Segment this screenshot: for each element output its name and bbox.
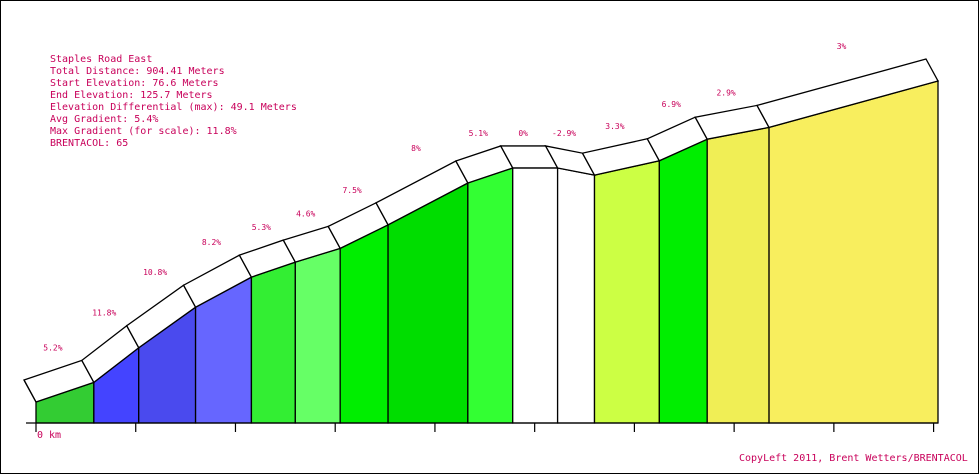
gradient-labels: 5.2% 11.8% 10.8% 8.2% 5.3% 4.6% 7.5% 8% 5.1% 0% -2… [43, 42, 846, 352]
gradient-label: 3% [837, 42, 847, 51]
gradient-label: 5.1% [469, 129, 488, 138]
segment-fill [768, 80, 939, 424]
gradient-label: 8.2% [202, 238, 221, 247]
gradient-label: 6.9% [662, 100, 681, 109]
avg-gradient: Avg Gradient: 5.4% [50, 114, 158, 125]
segment-fill [556, 167, 596, 424]
gradient-label: 11.8% [92, 309, 116, 318]
gradient-label: 10.8% [143, 268, 167, 277]
segment-fill [593, 159, 660, 424]
gradient-label: 3.3% [605, 122, 624, 131]
segment-fill [512, 167, 559, 424]
segment-fill [339, 223, 389, 424]
gradient-label: 2.9% [716, 88, 735, 97]
start-elevation: Start Elevation: 76.6 Meters [50, 78, 219, 89]
x-axis-ticks [35, 423, 935, 432]
x-tick-label-start: 0 km [37, 430, 61, 441]
ribbon-segment [756, 58, 939, 129]
gradient-label: 4.6% [296, 209, 315, 218]
segment-fill [250, 261, 296, 424]
info-block: Staples Road East Total Distance: 904.41… [50, 54, 297, 149]
elevation-differential: Elevation Differential (max): 49.1 Meter… [50, 102, 297, 113]
gradient-label: 7.5% [342, 186, 361, 195]
total-distance: Total Distance: 904.41 Meters [50, 66, 225, 77]
end-elevation: End Elevation: 125.7 Meters [50, 90, 213, 101]
segment-fill [294, 247, 341, 424]
segment-fill [658, 138, 708, 424]
gradient-label: 5.3% [252, 223, 271, 232]
road-ribbon [23, 58, 939, 403]
segment-fill [467, 167, 514, 424]
ribbon-start-edge [23, 379, 37, 403]
profile-title: Staples Road East [50, 54, 152, 65]
gradient-label: 0% [518, 129, 528, 138]
gradient-label: 8% [411, 144, 421, 153]
gradient-label: -2.9% [552, 129, 576, 138]
brentacol-score: BRENTACOL: 65 [50, 138, 128, 149]
segment-fill [706, 126, 770, 424]
gradient-label: 5.2% [43, 343, 62, 352]
copyleft-notice: CopyLeft 2011, Brent Wetters/BRENTACOL [739, 453, 968, 464]
max-gradient: Max Gradient (for scale): 11.8% [50, 126, 237, 137]
